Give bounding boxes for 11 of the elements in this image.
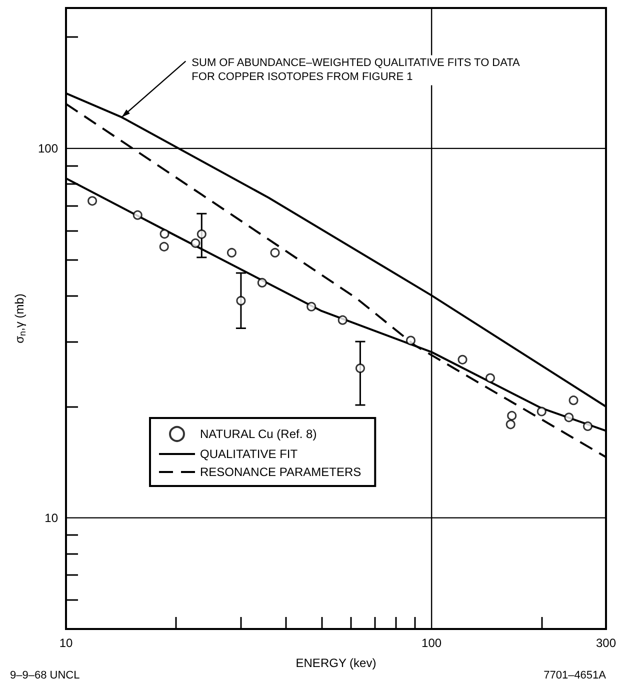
text: 7701–4651A [544, 670, 607, 682]
text: 9–9–68 UNCL [10, 670, 80, 682]
legend-label: QUALITATIVE FIT [200, 447, 298, 461]
x-axis-title: ENERGY (kev) [296, 656, 376, 670]
legend-label: NATURAL Cu (Ref. 8) [200, 427, 317, 441]
y-axis-title: σn,γ (mb) [12, 294, 28, 344]
x-tick-label: 300 [596, 636, 616, 650]
x-tick-label: 100 [422, 636, 442, 650]
x-tick-label: 10 [59, 636, 73, 650]
legend-label: RESONANCE PARAMETERS [200, 465, 362, 479]
annotation: SUM OF ABUNDANCE–WEIGHTED QUALITATIVE FITS TO DATA FOR COPPER ISOTOPES FROM FIGURE 1 [192, 57, 521, 84]
